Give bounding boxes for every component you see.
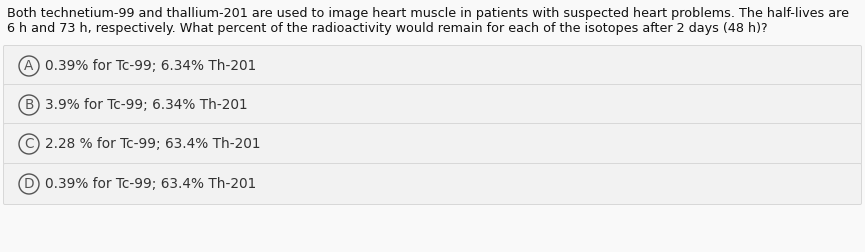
Text: 0.39% for Tc-99; 6.34% Th-201: 0.39% for Tc-99; 6.34% Th-201 xyxy=(45,59,256,73)
FancyBboxPatch shape xyxy=(3,164,862,205)
Text: D: D xyxy=(23,177,35,191)
Text: C: C xyxy=(24,137,34,151)
Text: 3.9% for Tc-99; 6.34% Th-201: 3.9% for Tc-99; 6.34% Th-201 xyxy=(45,98,247,112)
Circle shape xyxy=(19,56,39,76)
FancyBboxPatch shape xyxy=(3,46,862,86)
Circle shape xyxy=(19,134,39,154)
Text: 2.28 % for Tc-99; 63.4% Th-201: 2.28 % for Tc-99; 63.4% Th-201 xyxy=(45,137,260,151)
Text: A: A xyxy=(24,59,34,73)
Text: 0.39% for Tc-99; 63.4% Th-201: 0.39% for Tc-99; 63.4% Th-201 xyxy=(45,177,256,191)
Text: 6 h and 73 h, respectively. What percent of the radioactivity would remain for e: 6 h and 73 h, respectively. What percent… xyxy=(7,22,767,35)
Text: Both technetium-99 and thallium-201 are used to image heart muscle in patients w: Both technetium-99 and thallium-201 are … xyxy=(7,7,849,20)
Circle shape xyxy=(19,174,39,194)
FancyBboxPatch shape xyxy=(3,84,862,125)
Text: B: B xyxy=(24,98,34,112)
FancyBboxPatch shape xyxy=(3,123,862,165)
Circle shape xyxy=(19,95,39,115)
